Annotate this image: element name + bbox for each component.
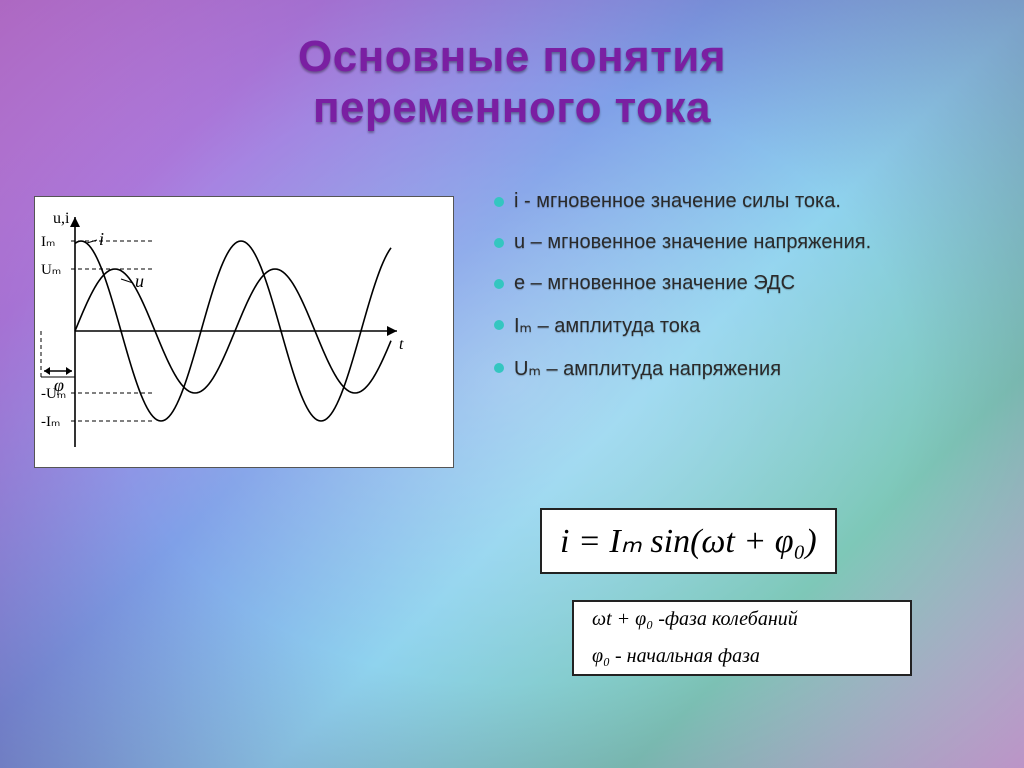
svg-text:Iₘ: Iₘ [41, 234, 55, 250]
slide-title: Основные понятия переменного тока [0, 32, 1024, 133]
waveform-chart: u,itIₘUₘ-Uₘ-Iₘiuφ [34, 196, 454, 468]
svg-text:φ: φ [54, 375, 64, 395]
title-line-1: Основные понятия [298, 32, 726, 81]
slide-stage: Основные понятия переменного тока u,i t Iₘ… [0, 0, 1024, 768]
formula-box: i = Iₘ sin(ωt + φ₀) [540, 508, 837, 574]
svg-text:Uₘ: Uₘ [41, 262, 61, 278]
title-line-2: переменного тока [313, 83, 711, 132]
bullet-item: Iₘ – амплитуда тока [490, 313, 990, 338]
legend-row-1: ωt + φ₀ -фаза колебаний [592, 608, 798, 631]
svg-text:u,i: u,i [53, 210, 70, 227]
bullet-list: i - мгновенное значение силы тока. u – мг… [490, 190, 990, 399]
svg-text:t: t [399, 336, 404, 353]
phase-legend-box: ωt + φ₀ -фаза колебаний φ₀ - начальная ф… [572, 600, 912, 676]
formula-text: i = Iₘ sin(ωt + φ₀) [560, 521, 817, 561]
svg-text:-Iₘ: -Iₘ [41, 414, 60, 430]
legend-row-2: φ₀ - начальная фаза [592, 645, 760, 668]
svg-text:u: u [135, 271, 144, 291]
svg-text:i: i [99, 229, 104, 249]
bullet-item: u – мгновенное значение напряжения. [490, 231, 990, 254]
bullet-item: i - мгновенное значение силы тока. [490, 190, 990, 213]
bullet-item: Uₘ – амплитуда напряжения [490, 356, 990, 381]
chart-svg: u,itIₘUₘ-Uₘ-Iₘiuφ [35, 197, 455, 469]
bullet-item: e – мгновенное значение ЭДС [490, 272, 990, 295]
